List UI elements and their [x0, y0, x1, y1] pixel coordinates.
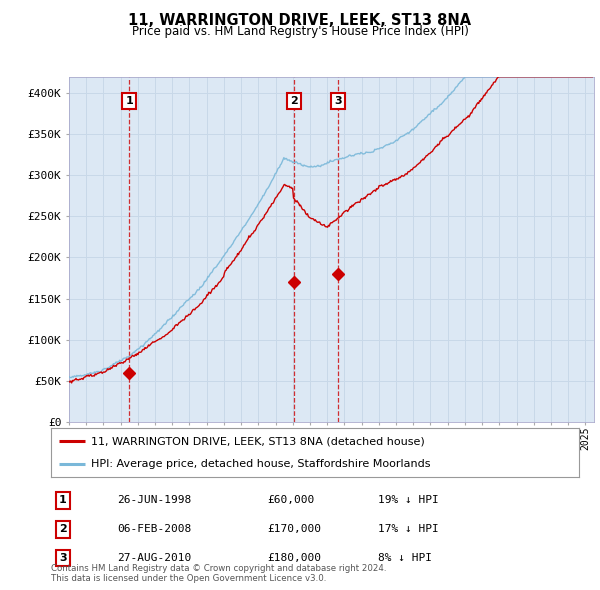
Text: 27-AUG-2010: 27-AUG-2010	[117, 553, 191, 563]
Text: 1: 1	[59, 496, 67, 505]
Text: 3: 3	[59, 553, 67, 563]
Text: 3: 3	[335, 96, 342, 106]
Text: £170,000: £170,000	[267, 525, 321, 534]
Text: Price paid vs. HM Land Registry's House Price Index (HPI): Price paid vs. HM Land Registry's House …	[131, 25, 469, 38]
Text: 2: 2	[59, 525, 67, 534]
Text: 19% ↓ HPI: 19% ↓ HPI	[378, 496, 439, 505]
Text: 11, WARRINGTON DRIVE, LEEK, ST13 8NA: 11, WARRINGTON DRIVE, LEEK, ST13 8NA	[128, 13, 472, 28]
Text: 17% ↓ HPI: 17% ↓ HPI	[378, 525, 439, 534]
Text: £180,000: £180,000	[267, 553, 321, 563]
Text: £60,000: £60,000	[267, 496, 314, 505]
Text: 2: 2	[290, 96, 298, 106]
Text: 11, WARRINGTON DRIVE, LEEK, ST13 8NA (detached house): 11, WARRINGTON DRIVE, LEEK, ST13 8NA (de…	[91, 437, 424, 447]
Text: 1: 1	[125, 96, 133, 106]
Text: 8% ↓ HPI: 8% ↓ HPI	[378, 553, 432, 563]
Text: 26-JUN-1998: 26-JUN-1998	[117, 496, 191, 505]
Text: 06-FEB-2008: 06-FEB-2008	[117, 525, 191, 534]
Text: HPI: Average price, detached house, Staffordshire Moorlands: HPI: Average price, detached house, Staf…	[91, 458, 430, 468]
Text: Contains HM Land Registry data © Crown copyright and database right 2024.
This d: Contains HM Land Registry data © Crown c…	[51, 563, 386, 583]
